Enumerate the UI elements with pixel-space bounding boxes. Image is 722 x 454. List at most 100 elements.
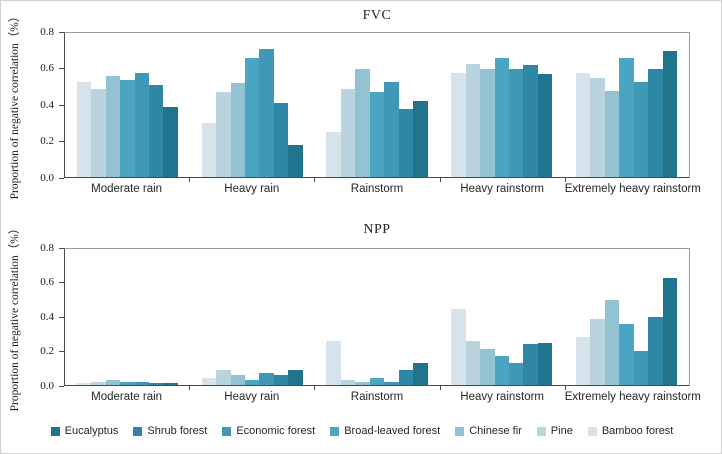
panel-fvc: FVC Proportion of negative correlation（%… (1, 1, 721, 213)
x-axis-ticks (64, 178, 690, 183)
x-tick-mark (564, 178, 566, 182)
bar-pine (590, 78, 605, 177)
bar-shrub-forest (523, 344, 538, 385)
category-labels: Moderate rain Heavy rain Rainstorm Heavy ra… (64, 183, 701, 195)
bar-bamboo-forest (76, 383, 92, 385)
bar-group (201, 33, 303, 177)
legend: Eucalyptus Shrub forest Economic forest Bro… (1, 425, 721, 437)
legend-item: Chinese fir (455, 425, 522, 437)
y-tick-label: 0.6 (40, 276, 54, 288)
bar-eucalyptus (288, 144, 303, 177)
legend-label: Bamboo forest (601, 425, 674, 437)
category-label: Rainstorm (350, 391, 404, 403)
bar-eucalyptus (413, 362, 428, 385)
legend-label: Broad-leaved forest (344, 425, 441, 437)
bar-shrub-forest (398, 369, 414, 385)
category-label: Extremely heavy rainstorm (564, 183, 701, 195)
y-tick-label: 0.8 (40, 241, 54, 254)
bar-bamboo-forest (326, 132, 341, 177)
y-tick-mark (59, 316, 64, 318)
y-tick-label: 0.0 (40, 379, 54, 392)
bar-chinese-fir (230, 83, 245, 177)
bar-shrub-forest (149, 383, 164, 385)
y-tick-mark (59, 385, 64, 387)
bar-group (326, 33, 428, 177)
bar-shrub-forest (273, 374, 289, 385)
x-tick-mark (314, 386, 316, 390)
bar-eucalyptus (662, 277, 678, 385)
legend-label: Pine (550, 425, 573, 437)
category-label: Heavy rain (224, 183, 280, 195)
bar-broad-leaved-forest (494, 58, 509, 177)
bar-economic-forest (134, 72, 150, 177)
x-tick-mark (314, 178, 316, 182)
legend-label: Chinese fir (469, 425, 522, 437)
legend-swatch (330, 426, 340, 436)
bar-pine (91, 381, 106, 385)
bar-group (201, 249, 303, 385)
y-tick-mark (59, 104, 64, 106)
panel-title: NPP (363, 222, 391, 237)
legend-swatch (50, 426, 60, 436)
bar-economic-forest (384, 381, 399, 385)
bar-economic-forest (633, 81, 649, 177)
plot-area (64, 248, 690, 386)
y-tick-mark (59, 31, 64, 33)
legend-label: Economic forest (236, 425, 316, 437)
bar-broad-leaved-forest (244, 379, 260, 385)
bar-eucalyptus (537, 74, 553, 177)
bar-group (451, 33, 553, 177)
panel-npp: NPP Proportion of negative correlation（%… (1, 213, 721, 425)
bar-pine (216, 92, 231, 177)
category-label: Moderate rain (91, 183, 163, 195)
bar-group (76, 33, 178, 177)
bar-shrub-forest (149, 85, 164, 177)
y-axis-ticks: 0.0 0.2 0.4 0.6 0.8 (1, 26, 64, 184)
legend-item: Eucalyptus (50, 425, 119, 437)
x-tick-mark (189, 178, 191, 182)
bar-bamboo-forest (201, 123, 217, 177)
legend-swatch (587, 426, 597, 436)
bar-economic-forest (509, 362, 524, 385)
bar-chinese-fir (480, 69, 495, 177)
legend-item: Broad-leaved forest (330, 425, 440, 437)
bar-pine (465, 340, 481, 385)
bar-shrub-forest (273, 103, 289, 177)
bar-eucalyptus (537, 342, 553, 385)
legend-label: Eucalyptus (64, 425, 119, 437)
bar-broad-leaved-forest (120, 381, 135, 385)
bar-economic-forest (259, 49, 274, 177)
bar-chinese-fir (604, 300, 620, 385)
panel-title: FVC (362, 8, 392, 23)
x-axis-ticks (64, 386, 690, 391)
y-axis-ticks: 0.0 0.2 0.4 0.6 0.8 (1, 242, 64, 392)
bar-eucalyptus (163, 106, 178, 177)
y-tick-label: 0.2 (40, 345, 54, 357)
legend-swatch (133, 426, 143, 436)
legend-swatch (536, 426, 546, 436)
bar-economic-forest (134, 381, 150, 385)
y-tick-label: 0.6 (40, 62, 54, 74)
y-tick-mark (59, 177, 64, 179)
legend-item: Shrub forest (133, 425, 207, 437)
bar-broad-leaved-forest (619, 323, 634, 385)
bar-shrub-forest (523, 65, 538, 177)
legend-swatch (222, 426, 232, 436)
category-label: Extremely heavy rainstorm (564, 391, 701, 403)
bar-chinese-fir (355, 69, 370, 177)
category-label: Heavy rainstorm (460, 183, 545, 195)
bar-pine (340, 88, 356, 177)
bar-group (576, 249, 678, 385)
y-tick-mark (59, 141, 64, 142)
bar-broad-leaved-forest (619, 58, 634, 177)
bar-group (326, 249, 428, 385)
bar-eucalyptus (288, 369, 303, 385)
bar-pine (340, 379, 356, 385)
bar-chinese-fir (105, 76, 121, 177)
x-tick-mark (564, 386, 566, 390)
bar-pine (590, 318, 605, 385)
y-tick-mark (59, 282, 64, 283)
bar-group (451, 249, 553, 385)
bar-broad-leaved-forest (244, 58, 260, 177)
